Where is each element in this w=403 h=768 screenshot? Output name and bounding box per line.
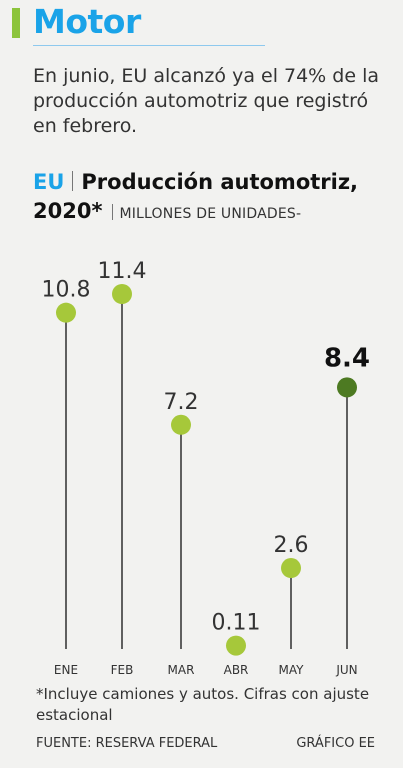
chart-country: EU: [33, 170, 65, 194]
section-title: Motor: [33, 2, 141, 41]
value-label-ene: 10.8: [42, 278, 91, 303]
dot-mar: [171, 414, 191, 435]
dot-ene: [56, 302, 76, 323]
lollipop-chart: 10.8 ENE 11.4 FEB 7.2 MAR 0.11 ABR 2.6 MAY 8.4 JUN: [42, 259, 371, 677]
value-label-jun: 8.4: [324, 343, 370, 373]
section-divider: [33, 45, 265, 46]
units-separator: [112, 204, 114, 220]
value-label-feb: 11.4: [98, 259, 147, 284]
source-text: FUENTE: RESERVA FEDERAL: [36, 736, 218, 751]
intro-text: En junio, EU alcanzó ya el 74% de la pro…: [33, 65, 379, 137]
credit-text: GRÁFICO EE: [296, 736, 375, 751]
dot-jun: [337, 377, 357, 398]
chart-year: 2020*: [33, 199, 103, 223]
dot-may: [281, 558, 301, 579]
chart-units: MILLONES DE UNIDADES-: [119, 206, 302, 222]
value-label-mar: 7.2: [164, 390, 199, 415]
x-tick-label-ene: ENE: [54, 663, 78, 677]
x-tick-label-may: MAY: [279, 663, 305, 677]
header-separator: [72, 171, 74, 191]
value-label-may: 2.6: [274, 533, 309, 558]
x-tick-label-jun: JUN: [335, 663, 357, 677]
chart-title: Producción automotriz,: [81, 170, 359, 194]
dot-feb: [112, 284, 132, 304]
footnote: *Incluye camiones y autos. Cifras con aj…: [36, 685, 370, 724]
x-tick-label-mar: MAR: [168, 663, 195, 677]
x-tick-label-feb: FEB: [111, 663, 134, 677]
value-label-abr: 0.11: [212, 611, 261, 636]
section-accent-bar: [12, 8, 20, 38]
dot-abr: [226, 635, 246, 656]
chart-header: EU Producción automotriz, 2020* MILLONES D…: [33, 168, 398, 229]
x-tick-label-abr: ABR: [224, 663, 249, 677]
